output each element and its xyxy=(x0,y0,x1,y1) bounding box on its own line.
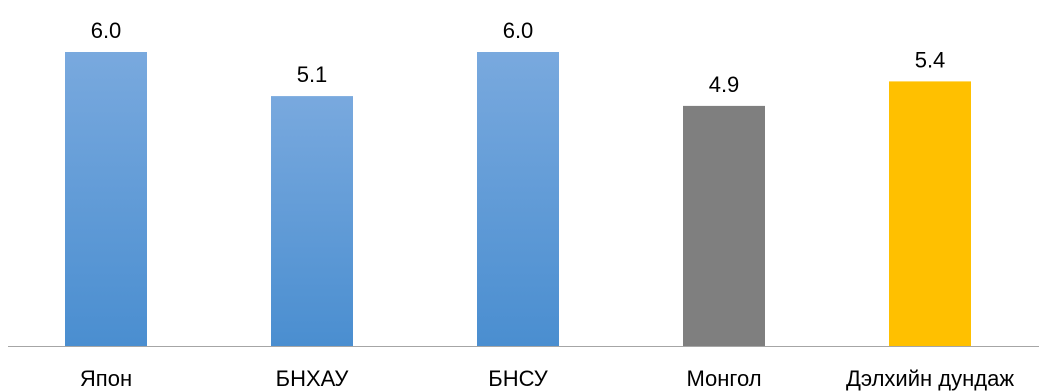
category-label-1: Япон xyxy=(80,366,132,391)
data-label-1: 6.0 xyxy=(91,18,122,43)
data-label-4: 4.9 xyxy=(709,72,740,97)
bar-2 xyxy=(271,96,353,346)
category-label-2: БНХАУ xyxy=(276,366,350,391)
category-label-4: Монгол xyxy=(686,366,761,391)
bar-5 xyxy=(889,81,971,347)
bar-3 xyxy=(477,52,559,346)
category-label-3: БНСУ xyxy=(488,366,548,391)
category-labels-layer: Япон БНХАУ БНСУ Монгол Дэлхийн дундаж xyxy=(80,366,1014,391)
data-label-2: 5.1 xyxy=(297,62,328,87)
bar-4 xyxy=(683,105,765,347)
data-label-3: 6.0 xyxy=(503,18,534,43)
value-labels-layer: 6.0 5.1 6.0 4.9 5.4 xyxy=(91,18,946,97)
category-label-5: Дэлхийн дундаж xyxy=(846,366,1014,391)
bar-1 xyxy=(65,52,147,346)
data-label-5: 5.4 xyxy=(915,47,946,72)
bars-layer xyxy=(65,52,971,347)
